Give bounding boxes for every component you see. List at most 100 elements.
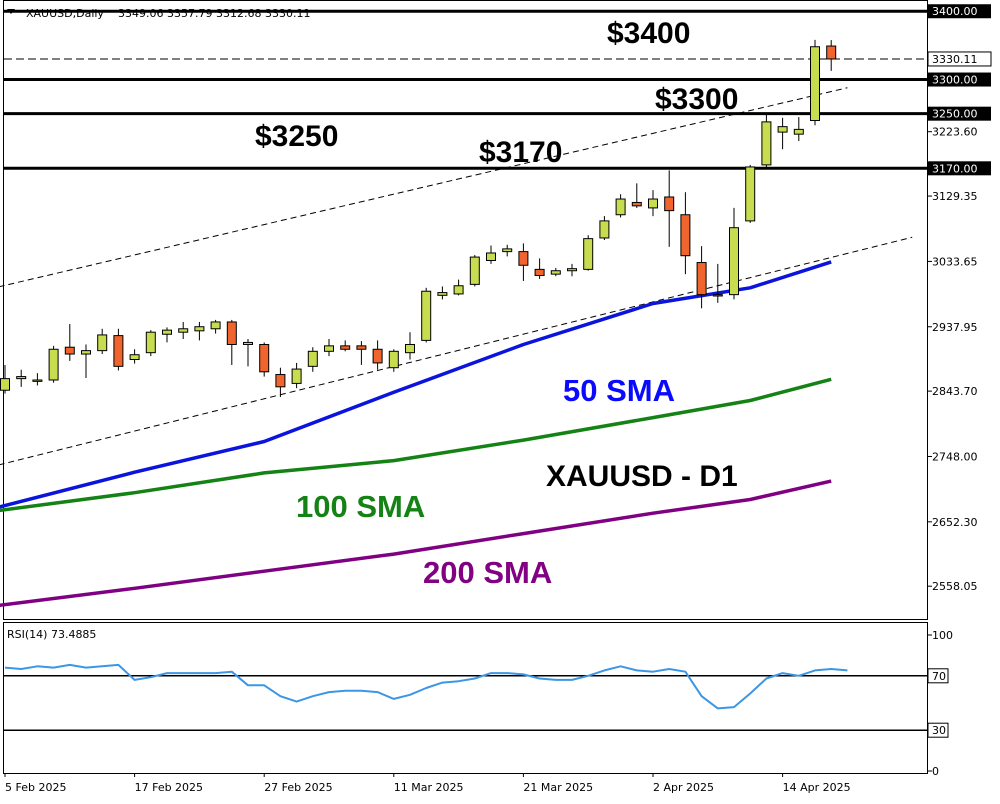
candle-body xyxy=(243,341,253,345)
candle xyxy=(486,245,496,264)
candle-body xyxy=(113,335,124,367)
candle xyxy=(259,342,270,377)
candle xyxy=(178,321,189,340)
rsi-panel-frame xyxy=(3,622,928,774)
candle xyxy=(502,244,513,257)
price-tick-label: 3223.60 xyxy=(932,126,978,139)
candle-body xyxy=(534,268,545,277)
candle xyxy=(97,328,108,355)
candle-body xyxy=(226,321,237,345)
level-label-box xyxy=(928,161,991,176)
candle xyxy=(81,344,91,378)
candle-body xyxy=(777,126,788,133)
candle xyxy=(712,263,723,303)
candle-body xyxy=(340,345,351,350)
candle xyxy=(275,367,286,398)
rsi-tick-box xyxy=(927,722,949,738)
candle xyxy=(534,258,545,279)
candle-body xyxy=(129,354,140,361)
candle-body xyxy=(486,252,496,261)
rsi-header: RSI(14) 73.4885 xyxy=(7,628,96,641)
candle xyxy=(810,39,820,126)
candle-body xyxy=(32,379,43,382)
candle xyxy=(129,349,140,364)
candle-body xyxy=(729,227,739,296)
candle-body xyxy=(518,251,529,266)
sma-200-label: 200 SMA xyxy=(423,555,552,590)
candle xyxy=(631,183,642,208)
candle-body xyxy=(761,121,772,166)
candle-body xyxy=(388,350,399,369)
candle xyxy=(680,192,691,275)
candle-body xyxy=(356,345,367,350)
trendline-1 xyxy=(0,87,848,288)
candle xyxy=(0,364,10,394)
chart-title-annotation: XAUUSD - D1 xyxy=(546,460,738,493)
candle xyxy=(777,117,788,150)
candle-body xyxy=(0,378,10,391)
horizontal-levels xyxy=(4,9,928,170)
level-label-text: 3300.00 xyxy=(932,74,978,87)
candle-body xyxy=(210,321,221,330)
trendlines xyxy=(0,87,913,466)
price-tick-label: 2843.70 xyxy=(932,385,978,398)
rsi-axis: 100 70 30 0 xyxy=(927,629,953,778)
level-label-box xyxy=(928,72,991,87)
candle-body xyxy=(162,329,172,335)
candle-body xyxy=(372,348,383,364)
candle-body xyxy=(421,290,432,341)
candle-body xyxy=(550,270,561,275)
candle-body xyxy=(437,292,448,296)
price-tick-label: 2652.30 xyxy=(932,516,978,529)
level-label-text: 3400.00 xyxy=(932,5,978,18)
candle xyxy=(761,113,772,167)
sma-200-line xyxy=(0,479,832,608)
candle-body xyxy=(145,331,156,354)
candle-body xyxy=(664,196,675,212)
price-tick-label: 3033.65 xyxy=(932,255,978,268)
rsi-line xyxy=(4,663,848,710)
candle xyxy=(194,321,205,341)
candle-body xyxy=(81,350,91,355)
candle xyxy=(421,287,432,343)
candle xyxy=(340,340,351,352)
candle-body xyxy=(291,368,302,384)
rsi-tick-box xyxy=(927,668,949,684)
candle-body xyxy=(502,248,513,253)
price-tick-label: 2558.05 xyxy=(932,580,978,593)
candle xyxy=(615,194,626,218)
candle-body xyxy=(64,346,75,355)
sma-100-label: 100 SMA xyxy=(296,489,425,524)
candle-body xyxy=(16,376,27,380)
ohlc-readout: 3349.06 3357.79 3312.68 3330.11 xyxy=(118,7,310,20)
candle-body xyxy=(583,238,594,270)
candle-body xyxy=(405,343,415,354)
time-axis: 5 Feb 2025 17 Feb 2025 27 Feb 2025 11 Mar 2… xyxy=(4,773,851,794)
candle xyxy=(307,347,318,372)
level-label-text: 3250.00 xyxy=(932,108,978,121)
price-tick-label: 3129.35 xyxy=(932,190,978,203)
candle xyxy=(372,340,383,370)
price-tick-label: 2748.00 xyxy=(932,450,978,463)
current-price-box xyxy=(927,51,992,67)
candle-body xyxy=(745,166,756,222)
time-tick-label: 17 Feb 2025 xyxy=(135,781,203,794)
trendline-2 xyxy=(0,236,913,466)
candle xyxy=(469,255,480,287)
dropdown-arrow-icon[interactable] xyxy=(7,9,15,14)
candle xyxy=(599,216,610,241)
candle xyxy=(32,373,43,386)
time-tick-label: 5 Feb 2025 xyxy=(5,781,66,794)
candle xyxy=(324,339,334,357)
candle-body xyxy=(324,345,334,352)
candle-body xyxy=(810,46,820,122)
candle xyxy=(405,332,415,360)
candle-body xyxy=(696,262,707,296)
rsi-tick-label: 0 xyxy=(932,765,939,778)
sma-100-line xyxy=(0,377,832,513)
candle-body xyxy=(631,201,642,207)
rsi-tick-label: 100 xyxy=(932,629,953,642)
rsi-indicator xyxy=(4,663,928,731)
candle xyxy=(145,330,156,357)
candle xyxy=(113,328,124,371)
